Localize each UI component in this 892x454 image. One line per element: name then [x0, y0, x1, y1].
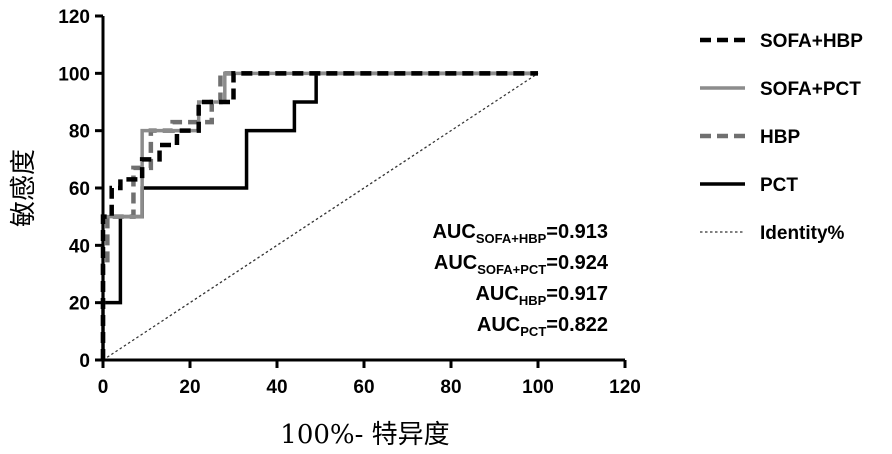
auc-annotation: AUCSOFA+HBP=0.913	[432, 221, 608, 246]
auc-annotations: AUCSOFA+HBP=0.913 AUCSOFA+PCT=0.924 AUCHBP…	[432, 221, 608, 339]
y-tick-label: 20	[69, 294, 90, 315]
x-tick-label: 100	[522, 377, 554, 398]
x-axis-title: 100%- 特异度	[280, 420, 449, 450]
auc-annotation: AUCSOFA+PCT=0.924	[434, 252, 609, 277]
y-tick-label: 0	[79, 351, 90, 372]
axes	[95, 14, 627, 368]
x-tick-label: 0	[98, 377, 109, 398]
x-tick-label: 120	[609, 377, 641, 398]
auc-annotation: AUCHBP=0.917	[475, 283, 608, 308]
legend-label: HBP	[760, 127, 800, 148]
y-tick-label: 120	[58, 7, 90, 28]
y-axis-title: 敏感度	[9, 149, 39, 227]
legend-label: PCT	[760, 175, 798, 196]
x-tick-label: 40	[266, 377, 287, 398]
auc-annotation: AUCPCT=0.822	[477, 314, 608, 339]
y-tick-label: 40	[69, 236, 90, 257]
y-tick-label: 80	[69, 122, 90, 143]
legend: SOFA+HBP SOFA+PCT HBP PCT Identity%	[700, 31, 863, 244]
series-line-identity-	[102, 72, 539, 361]
y-tick-label: 60	[69, 179, 90, 200]
series-line-pct	[101, 71, 538, 360]
x-tick-label: 60	[353, 377, 374, 398]
y-tick-label: 100	[58, 64, 90, 85]
tick-labels: 0 20 40 60 80 100 120 0 20 40 60 80 100 120	[58, 7, 641, 398]
x-tick-label: 80	[440, 377, 461, 398]
plot-lines	[100, 71, 539, 361]
legend-label: Identity%	[760, 223, 845, 244]
x-tick-label: 20	[179, 377, 200, 398]
legend-label: SOFA+HBP	[760, 31, 863, 52]
legend-label: SOFA+PCT	[760, 79, 861, 100]
series-line-sofa-hbp	[100, 71, 538, 360]
